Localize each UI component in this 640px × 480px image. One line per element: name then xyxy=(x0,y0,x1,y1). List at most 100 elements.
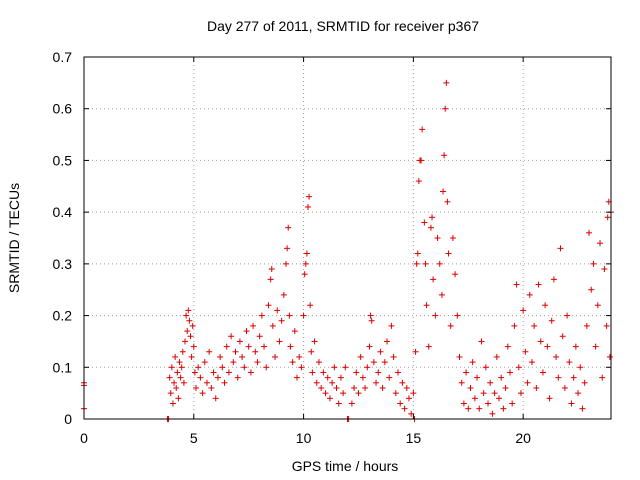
data-point xyxy=(388,322,395,329)
data-point xyxy=(443,79,450,86)
data-point xyxy=(559,333,566,340)
data-point xyxy=(179,348,186,355)
x-tick-labels: 0 5 10 15 20 xyxy=(80,430,531,446)
data-point xyxy=(366,343,373,350)
data-point xyxy=(272,353,279,360)
y-tick-label: 0.1 xyxy=(53,359,73,375)
data-point xyxy=(265,302,272,309)
data-point xyxy=(601,266,608,273)
data-point xyxy=(228,333,235,340)
data-point xyxy=(335,400,342,407)
data-point xyxy=(487,379,494,386)
data-point xyxy=(241,364,248,371)
data-point xyxy=(340,390,347,397)
data-point xyxy=(405,395,412,402)
data-point xyxy=(230,359,237,366)
data-point xyxy=(581,379,588,386)
data-point xyxy=(553,353,560,360)
data-point xyxy=(423,302,430,309)
data-point xyxy=(291,328,298,335)
data-point xyxy=(212,395,219,402)
data-point xyxy=(256,333,263,340)
data-point xyxy=(337,374,344,381)
data-point xyxy=(489,410,496,417)
y-tick-labels: 0 0.1 0.2 0.3 0.4 0.5 0.6 0.7 xyxy=(53,49,73,427)
data-point xyxy=(572,343,579,350)
data-point xyxy=(555,374,562,381)
data-point xyxy=(342,364,349,371)
data-point xyxy=(206,348,213,355)
data-point xyxy=(498,374,505,381)
data-point xyxy=(307,302,314,309)
data-point xyxy=(208,384,215,391)
data-point xyxy=(592,343,599,350)
data-point xyxy=(309,369,316,376)
x-tick-label: 0 xyxy=(80,430,88,446)
data-point xyxy=(474,374,481,381)
data-point xyxy=(167,390,174,397)
data-point xyxy=(284,245,291,252)
data-point xyxy=(403,384,410,391)
data-point xyxy=(491,390,498,397)
y-tick-label: 0.2 xyxy=(53,308,73,324)
data-point xyxy=(280,291,287,298)
data-point xyxy=(318,384,325,391)
data-point xyxy=(594,302,601,309)
data-point xyxy=(326,395,333,402)
data-point xyxy=(188,353,195,360)
data-point xyxy=(254,359,261,366)
data-point xyxy=(415,178,422,185)
data-point xyxy=(542,302,549,309)
data-point xyxy=(173,384,180,391)
data-point xyxy=(285,224,292,231)
data-point xyxy=(604,214,611,221)
data-point xyxy=(590,260,597,267)
data-point xyxy=(178,364,185,371)
data-point xyxy=(511,322,518,329)
data-point xyxy=(269,322,276,329)
data-point xyxy=(367,312,374,319)
data-point xyxy=(322,390,329,397)
data-point xyxy=(390,353,397,360)
data-point xyxy=(311,338,318,345)
data-point xyxy=(247,369,254,376)
data-point xyxy=(239,353,246,360)
x-tick-label: 5 xyxy=(190,430,198,446)
data-point xyxy=(599,374,606,381)
data-point xyxy=(384,338,391,345)
data-point xyxy=(286,312,293,319)
data-point xyxy=(410,390,417,397)
data-point xyxy=(575,390,582,397)
data-point xyxy=(168,364,175,371)
data-point xyxy=(399,379,406,386)
y-tick-label: 0.3 xyxy=(53,256,73,272)
plot-frame xyxy=(83,56,612,420)
data-point xyxy=(520,307,527,314)
data-point xyxy=(509,400,516,407)
data-point xyxy=(471,395,478,402)
data-point xyxy=(500,405,507,412)
data-point xyxy=(186,317,193,324)
data-point xyxy=(467,384,474,391)
y-axis-label: SRMTID / TECUs xyxy=(6,183,22,293)
data-point xyxy=(263,364,270,371)
data-point xyxy=(274,307,281,314)
data-point xyxy=(418,157,425,164)
data-point xyxy=(243,328,250,335)
data-point xyxy=(548,317,555,324)
data-point xyxy=(370,359,377,366)
data-point xyxy=(348,400,355,407)
data-point xyxy=(429,214,436,221)
data-point xyxy=(221,379,228,386)
data-point xyxy=(183,312,190,319)
data-point xyxy=(449,235,456,241)
data-point xyxy=(276,338,283,345)
data-point xyxy=(539,369,546,376)
data-point xyxy=(301,271,308,278)
data-point xyxy=(302,260,309,267)
grid-lines xyxy=(84,57,611,419)
data-point xyxy=(401,405,408,412)
data-point xyxy=(353,369,360,376)
y-tick-label: 0 xyxy=(64,411,72,427)
data-point xyxy=(362,384,369,391)
